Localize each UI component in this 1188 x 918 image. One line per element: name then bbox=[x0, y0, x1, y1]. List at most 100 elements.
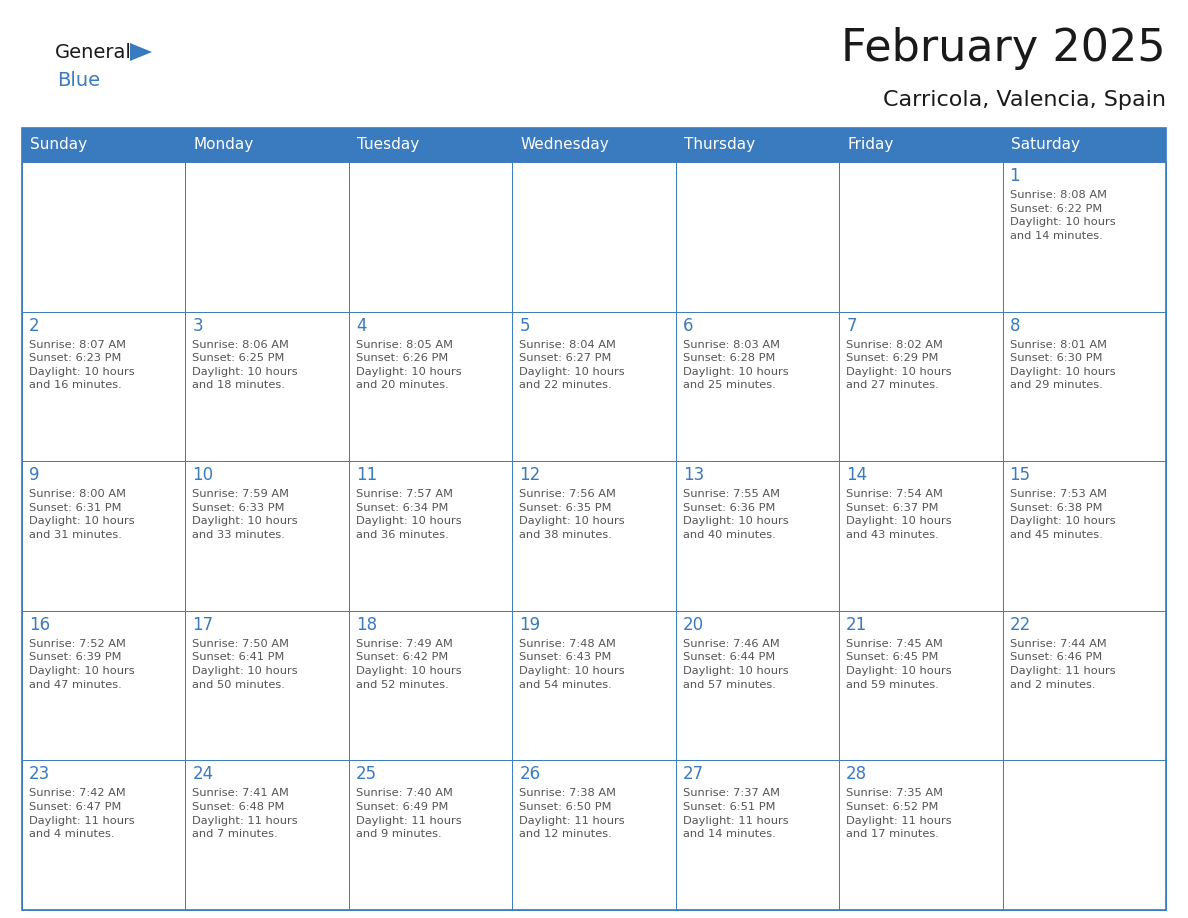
Bar bbox=[1003, 760, 1165, 910]
Polygon shape bbox=[129, 43, 152, 61]
Bar bbox=[23, 128, 185, 162]
Text: Blue: Blue bbox=[57, 71, 100, 89]
Text: 14: 14 bbox=[846, 466, 867, 484]
Bar bbox=[1003, 162, 1165, 311]
Text: February 2025: February 2025 bbox=[841, 27, 1165, 70]
Text: 20: 20 bbox=[683, 616, 703, 633]
Text: 10: 10 bbox=[192, 466, 214, 484]
Bar bbox=[23, 610, 185, 760]
Text: Sunrise: 7:52 AM
Sunset: 6:39 PM
Daylight: 10 hours
and 47 minutes.: Sunrise: 7:52 AM Sunset: 6:39 PM Dayligh… bbox=[29, 639, 134, 689]
Text: Sunrise: 7:44 AM
Sunset: 6:46 PM
Daylight: 11 hours
and 2 minutes.: Sunrise: 7:44 AM Sunset: 6:46 PM Dayligh… bbox=[1010, 639, 1116, 689]
Text: 18: 18 bbox=[356, 616, 377, 633]
Text: Sunrise: 8:01 AM
Sunset: 6:30 PM
Daylight: 10 hours
and 29 minutes.: Sunrise: 8:01 AM Sunset: 6:30 PM Dayligh… bbox=[1010, 340, 1116, 390]
Bar bbox=[349, 128, 512, 162]
Text: 24: 24 bbox=[192, 766, 214, 783]
Text: Sunrise: 7:57 AM
Sunset: 6:34 PM
Daylight: 10 hours
and 36 minutes.: Sunrise: 7:57 AM Sunset: 6:34 PM Dayligh… bbox=[356, 489, 461, 540]
Bar bbox=[676, 610, 839, 760]
Bar bbox=[512, 610, 676, 760]
Text: 6: 6 bbox=[683, 317, 694, 334]
Text: Sunday: Sunday bbox=[30, 138, 87, 152]
Text: Friday: Friday bbox=[847, 138, 893, 152]
Bar bbox=[23, 311, 185, 461]
Bar bbox=[349, 760, 512, 910]
Text: 9: 9 bbox=[29, 466, 39, 484]
Text: Sunrise: 7:53 AM
Sunset: 6:38 PM
Daylight: 10 hours
and 45 minutes.: Sunrise: 7:53 AM Sunset: 6:38 PM Dayligh… bbox=[1010, 489, 1116, 540]
Text: Sunrise: 7:46 AM
Sunset: 6:44 PM
Daylight: 10 hours
and 57 minutes.: Sunrise: 7:46 AM Sunset: 6:44 PM Dayligh… bbox=[683, 639, 789, 689]
Bar bbox=[512, 311, 676, 461]
Text: 13: 13 bbox=[683, 466, 704, 484]
Text: Sunrise: 7:54 AM
Sunset: 6:37 PM
Daylight: 10 hours
and 43 minutes.: Sunrise: 7:54 AM Sunset: 6:37 PM Dayligh… bbox=[846, 489, 952, 540]
Bar bbox=[1003, 311, 1165, 461]
Text: Sunrise: 8:05 AM
Sunset: 6:26 PM
Daylight: 10 hours
and 20 minutes.: Sunrise: 8:05 AM Sunset: 6:26 PM Dayligh… bbox=[356, 340, 461, 390]
Text: Sunrise: 8:08 AM
Sunset: 6:22 PM
Daylight: 10 hours
and 14 minutes.: Sunrise: 8:08 AM Sunset: 6:22 PM Dayligh… bbox=[1010, 190, 1116, 241]
Text: 8: 8 bbox=[1010, 317, 1020, 334]
Bar bbox=[185, 162, 349, 311]
Text: Sunrise: 8:00 AM
Sunset: 6:31 PM
Daylight: 10 hours
and 31 minutes.: Sunrise: 8:00 AM Sunset: 6:31 PM Dayligh… bbox=[29, 489, 134, 540]
Bar bbox=[676, 461, 839, 610]
Text: Sunrise: 7:45 AM
Sunset: 6:45 PM
Daylight: 10 hours
and 59 minutes.: Sunrise: 7:45 AM Sunset: 6:45 PM Dayligh… bbox=[846, 639, 952, 689]
Text: Thursday: Thursday bbox=[684, 138, 754, 152]
Text: 3: 3 bbox=[192, 317, 203, 334]
Bar bbox=[839, 461, 1003, 610]
Text: 28: 28 bbox=[846, 766, 867, 783]
Text: Sunrise: 7:50 AM
Sunset: 6:41 PM
Daylight: 10 hours
and 50 minutes.: Sunrise: 7:50 AM Sunset: 6:41 PM Dayligh… bbox=[192, 639, 298, 689]
Bar bbox=[23, 461, 185, 610]
Bar bbox=[676, 760, 839, 910]
Text: Wednesday: Wednesday bbox=[520, 138, 609, 152]
Text: Sunrise: 7:35 AM
Sunset: 6:52 PM
Daylight: 11 hours
and 17 minutes.: Sunrise: 7:35 AM Sunset: 6:52 PM Dayligh… bbox=[846, 789, 952, 839]
Bar bbox=[185, 461, 349, 610]
Text: 19: 19 bbox=[519, 616, 541, 633]
Text: Sunrise: 7:56 AM
Sunset: 6:35 PM
Daylight: 10 hours
and 38 minutes.: Sunrise: 7:56 AM Sunset: 6:35 PM Dayligh… bbox=[519, 489, 625, 540]
Bar bbox=[839, 311, 1003, 461]
Text: Sunrise: 8:02 AM
Sunset: 6:29 PM
Daylight: 10 hours
and 27 minutes.: Sunrise: 8:02 AM Sunset: 6:29 PM Dayligh… bbox=[846, 340, 952, 390]
Bar bbox=[349, 162, 512, 311]
Text: Sunrise: 7:49 AM
Sunset: 6:42 PM
Daylight: 10 hours
and 52 minutes.: Sunrise: 7:49 AM Sunset: 6:42 PM Dayligh… bbox=[356, 639, 461, 689]
Bar bbox=[185, 128, 349, 162]
Text: 4: 4 bbox=[356, 317, 366, 334]
Text: 2: 2 bbox=[29, 317, 39, 334]
Text: Sunrise: 7:41 AM
Sunset: 6:48 PM
Daylight: 11 hours
and 7 minutes.: Sunrise: 7:41 AM Sunset: 6:48 PM Dayligh… bbox=[192, 789, 298, 839]
Text: 23: 23 bbox=[29, 766, 50, 783]
Text: 21: 21 bbox=[846, 616, 867, 633]
Text: 11: 11 bbox=[356, 466, 377, 484]
Text: 12: 12 bbox=[519, 466, 541, 484]
Bar bbox=[349, 461, 512, 610]
Bar bbox=[1003, 128, 1165, 162]
Bar bbox=[512, 461, 676, 610]
Bar bbox=[676, 128, 839, 162]
Bar bbox=[23, 760, 185, 910]
Bar bbox=[512, 128, 676, 162]
Bar bbox=[23, 128, 1165, 910]
Text: Saturday: Saturday bbox=[1011, 138, 1080, 152]
Bar bbox=[839, 610, 1003, 760]
Text: Sunrise: 7:40 AM
Sunset: 6:49 PM
Daylight: 11 hours
and 9 minutes.: Sunrise: 7:40 AM Sunset: 6:49 PM Dayligh… bbox=[356, 789, 461, 839]
Bar bbox=[349, 311, 512, 461]
Bar bbox=[23, 162, 185, 311]
Text: 26: 26 bbox=[519, 766, 541, 783]
Text: 16: 16 bbox=[29, 616, 50, 633]
Text: Tuesday: Tuesday bbox=[356, 138, 419, 152]
Text: 7: 7 bbox=[846, 317, 857, 334]
Text: 5: 5 bbox=[519, 317, 530, 334]
Text: General: General bbox=[55, 42, 132, 62]
Bar bbox=[185, 610, 349, 760]
Bar bbox=[1003, 610, 1165, 760]
Bar bbox=[676, 311, 839, 461]
Text: Carricola, Valencia, Spain: Carricola, Valencia, Spain bbox=[883, 90, 1165, 110]
Bar bbox=[839, 760, 1003, 910]
Bar bbox=[839, 162, 1003, 311]
Text: Sunrise: 7:48 AM
Sunset: 6:43 PM
Daylight: 10 hours
and 54 minutes.: Sunrise: 7:48 AM Sunset: 6:43 PM Dayligh… bbox=[519, 639, 625, 689]
Text: 15: 15 bbox=[1010, 466, 1031, 484]
Bar bbox=[839, 128, 1003, 162]
Bar bbox=[185, 311, 349, 461]
Text: Sunrise: 8:06 AM
Sunset: 6:25 PM
Daylight: 10 hours
and 18 minutes.: Sunrise: 8:06 AM Sunset: 6:25 PM Dayligh… bbox=[192, 340, 298, 390]
Bar bbox=[676, 162, 839, 311]
Text: Sunrise: 8:03 AM
Sunset: 6:28 PM
Daylight: 10 hours
and 25 minutes.: Sunrise: 8:03 AM Sunset: 6:28 PM Dayligh… bbox=[683, 340, 789, 390]
Bar bbox=[1003, 461, 1165, 610]
Text: Sunrise: 8:07 AM
Sunset: 6:23 PM
Daylight: 10 hours
and 16 minutes.: Sunrise: 8:07 AM Sunset: 6:23 PM Dayligh… bbox=[29, 340, 134, 390]
Text: 1: 1 bbox=[1010, 167, 1020, 185]
Bar bbox=[512, 760, 676, 910]
Bar bbox=[185, 760, 349, 910]
Text: Sunrise: 8:04 AM
Sunset: 6:27 PM
Daylight: 10 hours
and 22 minutes.: Sunrise: 8:04 AM Sunset: 6:27 PM Dayligh… bbox=[519, 340, 625, 390]
Text: Sunrise: 7:38 AM
Sunset: 6:50 PM
Daylight: 11 hours
and 12 minutes.: Sunrise: 7:38 AM Sunset: 6:50 PM Dayligh… bbox=[519, 789, 625, 839]
